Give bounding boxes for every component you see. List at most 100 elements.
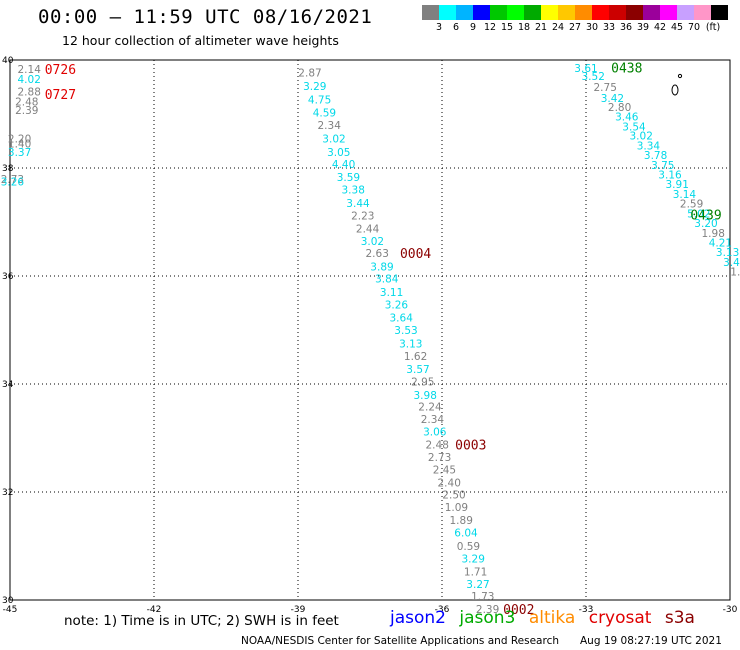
wave-height-label: 2.39 [15, 105, 38, 117]
wave-height-label: 0.59 [457, 541, 480, 553]
color-scale-swatch [609, 5, 626, 20]
track-time-label: 0726 [45, 63, 76, 78]
footer-timestamp: Aug 19 08:27:19 UTC 2021 [580, 635, 722, 647]
island-outline [671, 73, 683, 96]
y-tick-label: 40 [2, 56, 14, 66]
page-title: 00:00 – 11:59 UTC 08/16/2021 [38, 6, 373, 28]
track-time-label: 0002 [503, 603, 534, 618]
wave-height-label: 2.14 [18, 64, 42, 76]
color-scale-swatch [439, 5, 456, 20]
wave-height-label: 3.53 [394, 325, 417, 337]
wave-height-label: 3.14 [673, 189, 697, 201]
wave-height-label: 3.02 [361, 236, 384, 248]
color-scale-swatch [524, 5, 541, 20]
wave-height-label: 3.16 [658, 169, 682, 181]
wave-height-label: 3.44 [346, 198, 370, 210]
x-tick-label: -45 [3, 605, 18, 615]
wave-height-label: 3.06 [423, 427, 447, 439]
wave-height-label: 2.48 [15, 97, 38, 109]
color-scale-label: 18 [517, 22, 531, 33]
wave-height-label: 3.75 [651, 160, 674, 172]
color-scale-label: 9 [469, 22, 477, 33]
wave-height-label: 3.26 [385, 300, 409, 312]
x-tick-label: -36 [435, 605, 450, 615]
wave-height-label: 4.02 [18, 74, 41, 86]
legend-cryosat: cryosat [588, 608, 652, 628]
color-scale-swatch [660, 5, 677, 20]
wave-height-label: 2.48 [426, 439, 449, 451]
wave-height-label: 6.04 [454, 528, 478, 540]
color-scale-label: 6 [452, 22, 460, 33]
wave-height-label: 2.80 [608, 102, 631, 114]
color-scale-label: 12 [483, 22, 497, 33]
page-subtitle: 12 hour collection of altimeter wave hei… [62, 33, 339, 48]
color-scale-labels: 3 6 9 12 15 18 21 24 27 30 33 36 39 42 45 70 (ft) [422, 22, 740, 34]
wave-height-label: 3.38 [342, 185, 365, 197]
color-scale-swatch [456, 5, 473, 20]
wave-height-label: 3.02 [322, 133, 345, 145]
wave-height-label: 3.20 [694, 218, 717, 230]
track-labels: 0726 0727 0438 0439 0004 0003 0002 [45, 62, 722, 619]
wave-height-label: 2.45 [433, 464, 456, 476]
color-scale-swatch [507, 5, 524, 20]
wave-height-label: 3.02 [630, 131, 653, 143]
color-scale-swatch [422, 5, 439, 20]
color-scale-label: 27 [568, 22, 582, 33]
map-frame [9, 59, 731, 601]
wave-height-label: 2.34 [318, 120, 342, 132]
wave-height-label: 4.75 [308, 94, 331, 106]
wave-height-label: 1.62 [404, 351, 427, 363]
wave-height-label: 1.58 [730, 267, 740, 279]
wave-height-label: 1.40 [8, 139, 31, 151]
wave-height-label: 3.49 [723, 257, 740, 269]
color-scale-label: 33 [602, 22, 616, 33]
wave-height-label: 2.95 [411, 376, 434, 388]
wave-height-label: 2.73 [1, 174, 24, 186]
color-scale-label: 30 [585, 22, 599, 33]
wave-height-label: 3.37 [8, 147, 31, 159]
wave-height-label: 3.57 [406, 364, 429, 376]
wave-height-label: 3.34 [637, 140, 661, 152]
legend-s3a: s3a [664, 608, 695, 628]
wave-height-label: 2.24 [418, 402, 442, 414]
wave-height-label: 3.59 [337, 172, 360, 184]
track-time-label: 0004 [400, 247, 431, 262]
wave-height-label: 2.20 [8, 133, 31, 145]
y-tick-label: 30 [2, 596, 14, 606]
wave-height-label: 1.09 [445, 502, 468, 514]
wave-height-label: 3.54 [622, 121, 646, 133]
color-scale-swatch [490, 5, 507, 20]
legend-jason3: jason3 [459, 608, 516, 628]
wave-height-label: 2.34 [421, 414, 445, 426]
wave-height-label: 3.91 [666, 179, 689, 191]
color-scale-label: 70 [687, 22, 701, 33]
track-time-label: 0727 [45, 88, 76, 103]
wave-height-label: 2.59 [680, 199, 703, 211]
wave-height-label: 3.29 [462, 553, 485, 565]
color-scale-bar [422, 5, 728, 20]
color-scale-swatch [541, 5, 558, 20]
legend-altika: altika [528, 608, 576, 628]
color-scale-label: 42 [653, 22, 667, 33]
satellite-legend: jason2 jason3 altika cryosat s3a [390, 608, 703, 628]
color-scale-label: 36 [619, 22, 633, 33]
color-scale-swatch [575, 5, 592, 20]
wave-height-label: 1.73 [471, 591, 494, 603]
color-scale-label: 45 [670, 22, 684, 33]
color-scale-label: 3 [435, 22, 443, 33]
footer-credit: NOAA/NESDIS Center for Satellite Applica… [241, 635, 559, 647]
wave-height-label: 3.98 [414, 390, 437, 402]
wave-height-label: 3.13 [716, 247, 739, 259]
wave-height-points: 2.144.022.882.482.392.201.403.372.733.26… [1, 63, 740, 616]
wave-height-label: 2.23 [351, 211, 374, 223]
wave-height-label: 4.21 [709, 238, 732, 250]
color-scale-swatch [694, 5, 711, 20]
wave-height-label: 3.11 [380, 287, 403, 299]
wave-height-label: 2.50 [442, 490, 465, 502]
map-axis-ticks: -45 -42 -39 -36 -33 -30 40 38 36 34 32 30 [2, 56, 738, 615]
wave-height-label: 2.40 [438, 477, 461, 489]
color-scale-swatch [677, 5, 694, 20]
footer-note: note: 1) Time is in UTC; 2) SWH is in fe… [64, 613, 339, 629]
color-scale-swatch [711, 5, 728, 20]
